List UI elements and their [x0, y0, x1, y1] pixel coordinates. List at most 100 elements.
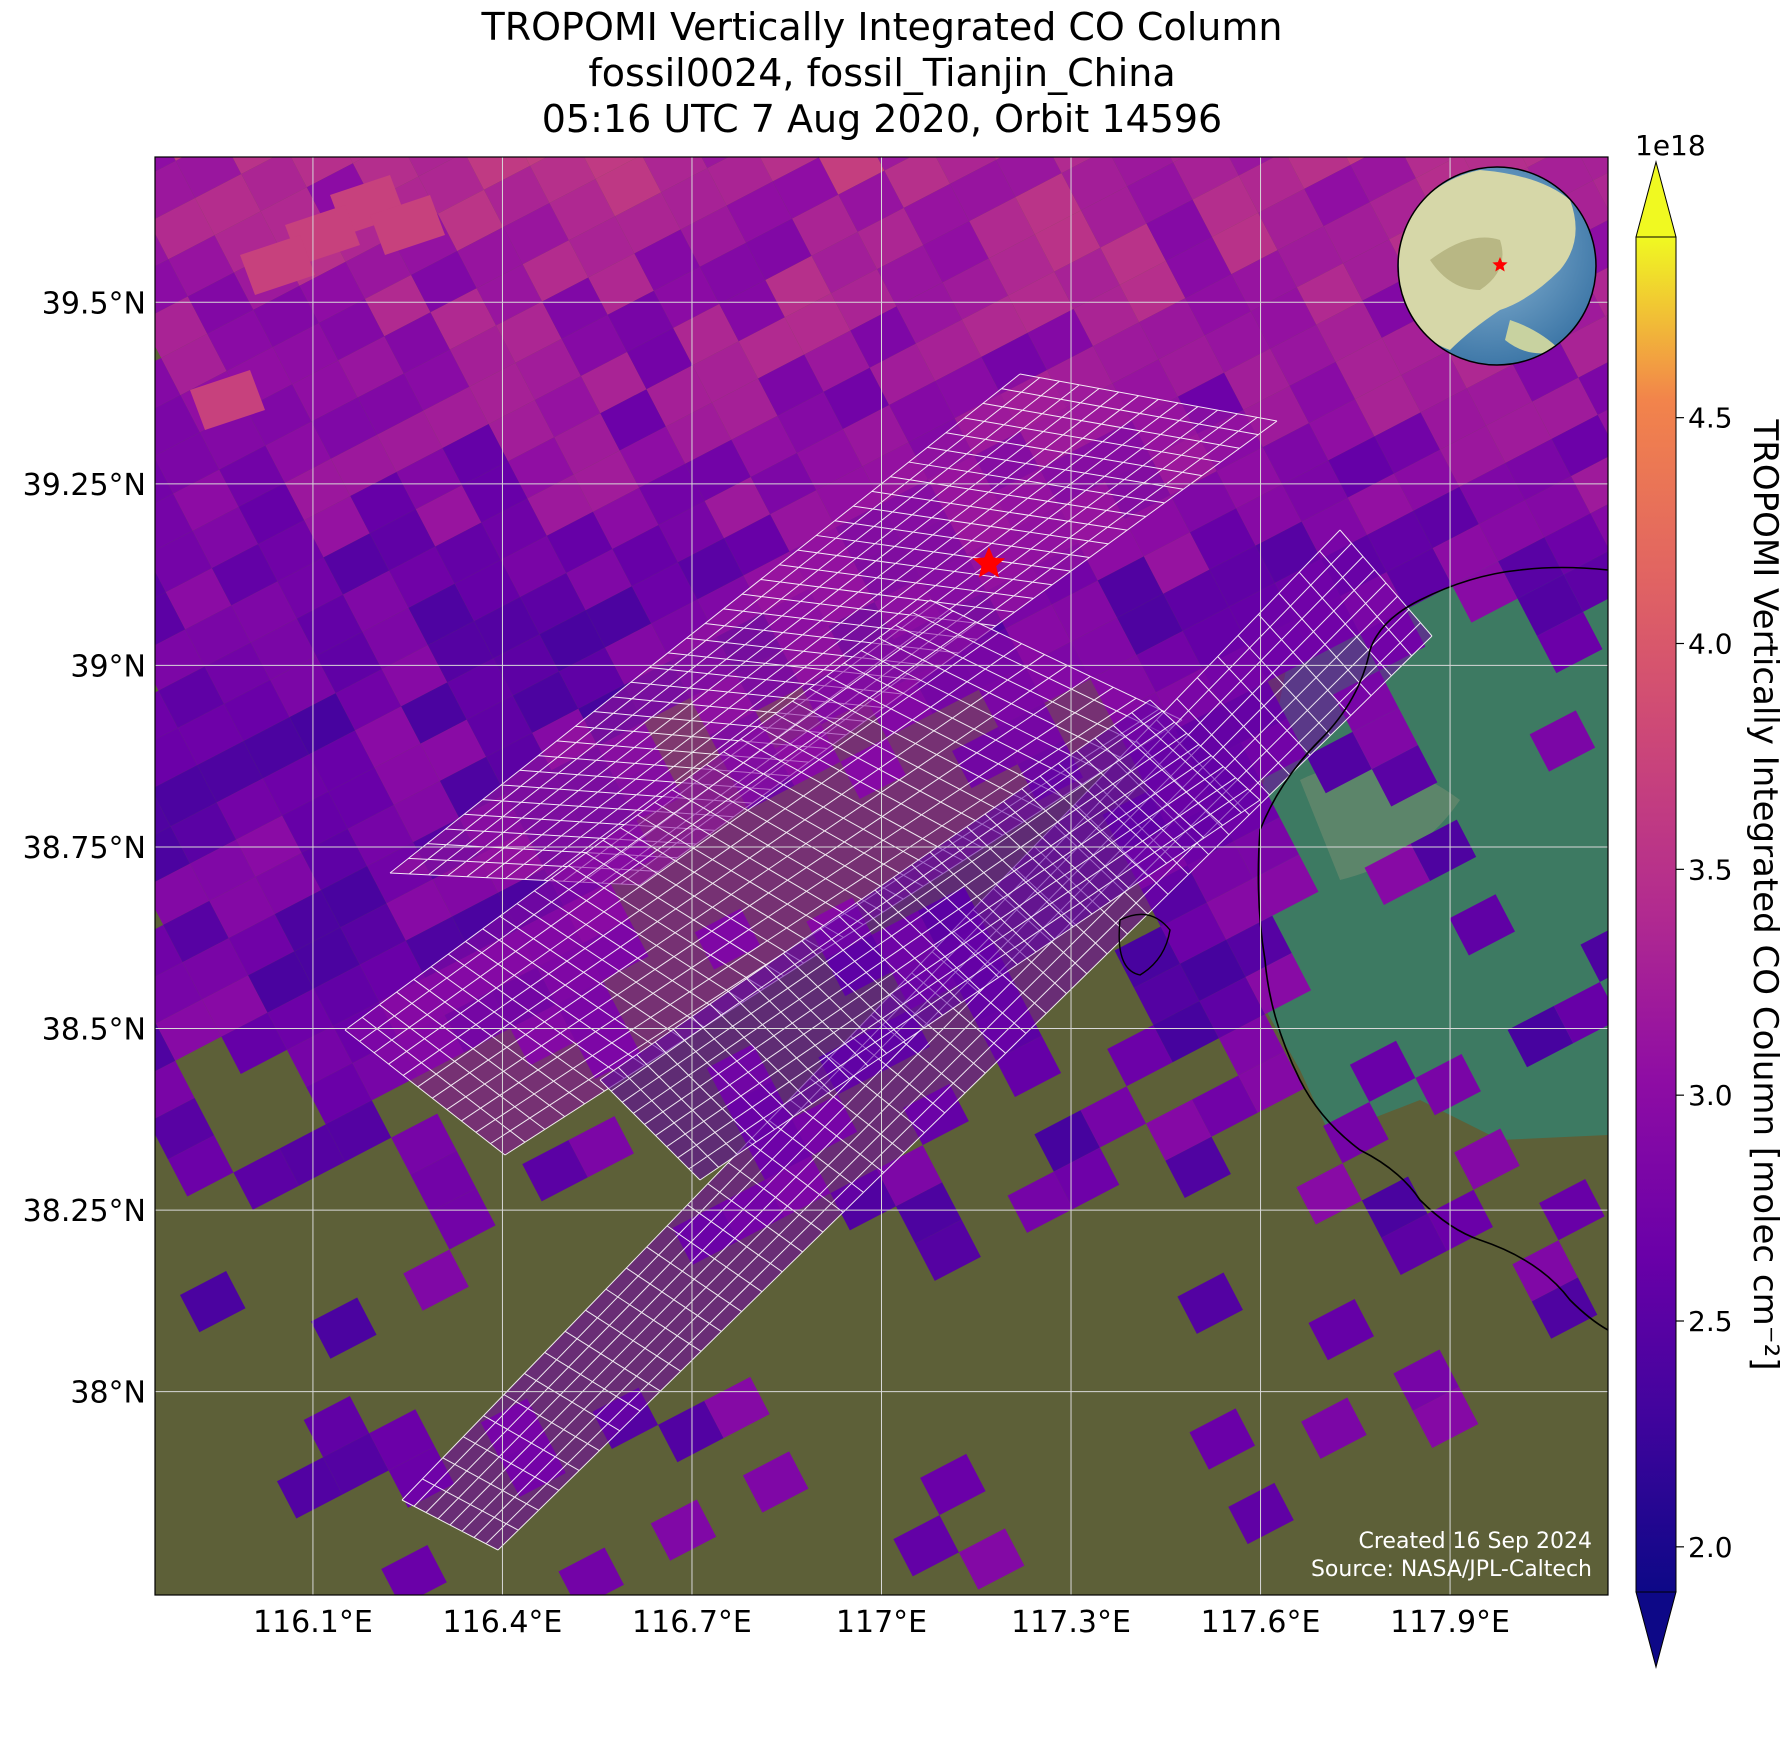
co-pixel	[1100, 223, 1166, 285]
co-pixel	[1229, 157, 1275, 176]
co-pixel	[1571, 456, 1608, 514]
co-pixel	[634, 229, 700, 291]
co-pixel	[658, 1400, 724, 1463]
co-pixel	[772, 157, 839, 219]
co-pixel	[994, 157, 1002, 160]
co-pixel	[1165, 236, 1232, 299]
co-pixel	[522, 1140, 588, 1202]
co-pixel	[248, 951, 314, 1013]
co-pixel	[1364, 843, 1431, 905]
co-pixel	[189, 839, 256, 901]
co-pixel	[1410, 819, 1477, 881]
co-pixel	[588, 253, 654, 315]
co-pixel	[685, 439, 751, 502]
co-pixel	[211, 544, 278, 606]
co-pixel	[1258, 188, 1324, 251]
co-pixel	[1165, 1136, 1231, 1199]
co-pixel	[584, 157, 638, 179]
co-pixel	[1369, 178, 1436, 240]
co-pixel	[476, 264, 543, 326]
co-pixel	[158, 666, 225, 728]
co-pixel	[1306, 731, 1372, 794]
co-pixel	[969, 197, 1035, 259]
co-pixel	[427, 621, 494, 683]
co-pixel	[738, 317, 805, 379]
co-pixel	[784, 293, 851, 355]
co-pixel	[258, 520, 324, 582]
co-pixel	[301, 828, 368, 891]
co-pixel	[325, 1100, 392, 1162]
colorbar-tick-label: 2.5	[1688, 1305, 1733, 1338]
co-pixel	[1443, 93, 1509, 154]
co-pixel	[481, 498, 547, 560]
co-pixel	[318, 299, 385, 361]
co-pixel	[1136, 630, 1203, 693]
lon-tick-label: 117°E	[836, 1605, 927, 1640]
co-pixel	[701, 157, 729, 169]
co-pixel	[915, 1219, 981, 1281]
co-pixel	[707, 157, 773, 206]
credits: Created 16 Sep 2024 Source: NASA/JPL-Cal…	[1311, 1529, 1592, 1582]
co-pixel	[349, 157, 365, 164]
co-pixel	[380, 78, 446, 139]
co-pixel	[585, 586, 652, 648]
co-pixel	[155, 357, 181, 409]
co-pixel	[155, 198, 215, 260]
co-pixel	[246, 384, 312, 446]
co-pixel-high	[240, 235, 315, 295]
colorbar-tick-label: 2.0	[1688, 1531, 1733, 1564]
swath-mesh	[389, 373, 1278, 886]
co-pixel	[923, 221, 989, 283]
co-pixel	[466, 157, 531, 190]
co-pixel	[1393, 1349, 1459, 1411]
colorbar-gradient	[1636, 237, 1676, 1592]
co-pixel	[830, 1169, 896, 1231]
co-pixel	[316, 631, 382, 694]
co-pixel	[1328, 436, 1394, 498]
co-pixel	[192, 506, 259, 569]
co-pixel	[272, 323, 339, 385]
co-pixel	[284, 458, 351, 521]
colorbar-label: TROPOMI Vertically Integrated CO Column …	[1745, 418, 1785, 1370]
co-pixel	[386, 879, 453, 941]
co-pixel	[238, 482, 305, 545]
graticule	[155, 157, 1608, 1595]
co-pixel	[173, 157, 184, 161]
co-pixel	[958, 1528, 1025, 1590]
co-pixel	[199, 408, 266, 470]
co-pixel	[1124, 495, 1190, 557]
co-pixel	[396, 448, 462, 510]
co-pixel	[1486, 401, 1552, 463]
co-pixel	[1296, 263, 1363, 325]
co-pixel	[893, 1515, 959, 1577]
target-swath-grid	[344, 373, 1433, 1551]
co-pixel	[163, 900, 229, 963]
co-pixel	[796, 428, 863, 491]
co-pixel	[1361, 1176, 1428, 1238]
co-pixel	[726, 181, 793, 243]
co-pixel	[1218, 1014, 1285, 1076]
co-pixel	[568, 1116, 634, 1178]
co-pixel	[1061, 157, 1128, 211]
co-pixel	[155, 233, 169, 267]
co-pixel	[418, 157, 484, 214]
co-pixel	[1371, 745, 1438, 807]
title-line-3: 05:16 UTC 7 Aug 2020, Orbit 14596	[542, 97, 1222, 141]
co-pixel	[742, 1451, 809, 1513]
co-pixel	[651, 599, 717, 661]
co-pixel	[168, 235, 234, 297]
colorbar-tick-label: 3.5	[1688, 853, 1733, 886]
co-pixel	[204, 642, 271, 704]
co-pixel	[1073, 284, 1140, 347]
co-pixel	[236, 815, 302, 877]
co-pixel	[1034, 210, 1101, 272]
colorbar-frame	[1635, 236, 1677, 1593]
co-pixel	[1192, 1075, 1258, 1137]
co-pixel	[595, 157, 662, 217]
lon-tick-label: 116.1°E	[253, 1605, 373, 1640]
co-pixel	[1355, 375, 1421, 437]
co-pixel	[1347, 473, 1414, 535]
co-pixel	[1536, 611, 1603, 674]
lat-tick-label: 38.75°N	[23, 831, 146, 866]
